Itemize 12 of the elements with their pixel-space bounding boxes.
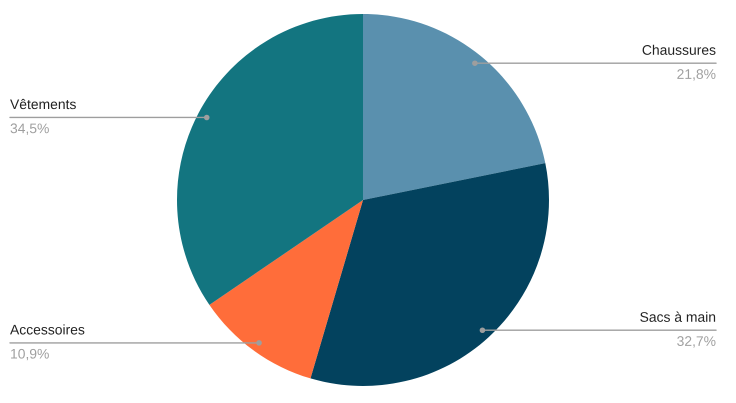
data-label: 10,9% (11, 348, 49, 360)
pie-slice (310, 163, 549, 386)
data-label: 34,5% (10, 123, 49, 135)
slice-label: Accessoires (10, 324, 84, 335)
pie-slice (209, 200, 363, 378)
slice-label: Vêtements (10, 98, 76, 110)
pie-slice (177, 14, 363, 305)
data-label: 21,8% (677, 69, 716, 81)
slice-label: Sacs à main (640, 312, 716, 322)
data-label: 32,7% (677, 336, 716, 348)
slice-label: Chaussures (642, 44, 716, 55)
pie-slice (363, 14, 546, 200)
